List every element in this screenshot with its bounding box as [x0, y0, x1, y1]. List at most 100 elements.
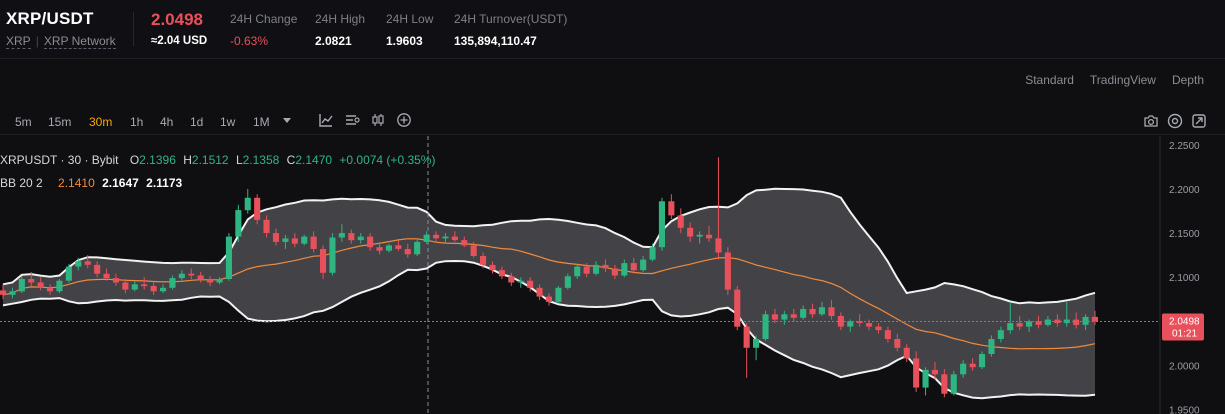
legend-change: +0.0074 (+0.35%) — [339, 153, 436, 167]
timeframe-15m[interactable]: 15m — [48, 115, 72, 129]
candle-body — [122, 282, 129, 290]
candle-body — [979, 354, 986, 368]
candle-body — [480, 256, 487, 265]
price-chart[interactable]: 2.25002.20002.15002.10002.05002.00001.95… — [0, 136, 1225, 414]
divider — [133, 12, 134, 46]
legend-title: XRPUSDT · 30 · Bybit — [0, 153, 119, 167]
legend-close-label: C — [286, 153, 296, 167]
candle-body — [743, 326, 750, 348]
timeframe-1d[interactable]: 1d — [190, 115, 204, 129]
candle-body — [762, 314, 769, 339]
candle-body — [310, 236, 317, 249]
stat-label: 24H Change — [230, 12, 298, 26]
fiat-price: ≈2.04 USD — [151, 35, 208, 47]
camera-icon[interactable] — [1142, 112, 1160, 130]
bb-middle-value: 2.1410 — [58, 176, 95, 190]
candle-body — [790, 314, 797, 318]
candle-body — [1016, 323, 1023, 327]
tab-standard[interactable]: Standard — [1025, 73, 1074, 87]
legend-open: 2.1396 — [139, 153, 176, 167]
candle-body — [931, 369, 938, 375]
candle-body — [272, 233, 279, 242]
legend-close: 2.1470 — [295, 153, 333, 167]
timeframe-4h[interactable]: 4h — [160, 115, 174, 129]
ticker-bar: XRP/USDT XRP | XRP Network 2.0498 ≈2.04 US… — [0, 0, 1225, 59]
candle-body — [527, 280, 534, 288]
chart-view-tabs: Standard TradingView Depth — [1025, 73, 1204, 87]
candle-body — [781, 314, 788, 320]
candle-body — [442, 236, 449, 239]
candle-body — [433, 234, 440, 239]
candle-body — [263, 219, 270, 233]
candles-icon[interactable] — [370, 112, 386, 128]
symbol-title[interactable]: XRP/USDT — [6, 9, 94, 28]
candle-body — [922, 369, 929, 388]
candle-body — [9, 291, 16, 295]
stat-24h-change: 24H Change -0.63% — [230, 12, 297, 48]
bollinger-middle-line — [2, 238, 1096, 350]
timeframe-5m[interactable]: 5m — [15, 115, 32, 129]
fullscreen-icon[interactable] — [1190, 112, 1208, 130]
candle-body — [84, 261, 91, 265]
candle-body — [545, 296, 552, 302]
last-price-tag-value: 2.0498 — [1169, 317, 1200, 328]
candle-body — [367, 236, 374, 248]
candle-body — [216, 279, 223, 283]
candle-body — [1082, 316, 1089, 325]
candle-body — [640, 259, 647, 271]
candle-body — [847, 321, 854, 327]
countdown-value: 01:21 — [1172, 329, 1197, 340]
candle-body — [461, 240, 468, 246]
candle-body — [404, 249, 411, 255]
price-tick-label: 2.2000 — [1169, 185, 1200, 196]
candle-body — [715, 238, 722, 253]
timeframe-1M[interactable]: 1M — [253, 115, 270, 129]
timeframe-1h[interactable]: 1h — [130, 115, 144, 129]
settings-icon[interactable] — [1166, 112, 1184, 130]
bb-label[interactable]: BB 20 2 — [0, 176, 43, 190]
candle-body — [395, 245, 402, 249]
tab-tradingview[interactable]: TradingView — [1089, 73, 1156, 87]
symbol-subtitle: XRP | XRP Network — [6, 34, 116, 49]
stat-label: 24H Turnover(USDT) — [454, 12, 568, 26]
candle-body — [1044, 319, 1051, 325]
candle-body — [37, 282, 44, 288]
candle-body — [301, 236, 308, 244]
candle-body — [1063, 319, 1070, 324]
candle-body — [103, 273, 110, 279]
stat-24h-high: 24H High 2.0821 — [315, 12, 365, 48]
stat-24h-turnover: 24H Turnover(USDT) 135,894,110.47 — [454, 12, 567, 48]
timeframe-1w[interactable]: 1w — [220, 115, 236, 129]
candle-body — [131, 284, 138, 290]
indicators-icon[interactable] — [344, 112, 360, 128]
timeframe-30m[interactable]: 30m — [89, 115, 113, 129]
caret-down-icon[interactable] — [279, 112, 295, 128]
candle-body — [517, 280, 524, 283]
candle-body — [141, 284, 148, 287]
base-asset-link[interactable]: XRP — [6, 34, 31, 49]
candle-body — [291, 238, 298, 244]
stat-value: 2.0821 — [315, 34, 352, 48]
candle-body — [894, 339, 901, 348]
candle-body — [0, 290, 6, 295]
candle-body — [828, 307, 835, 316]
candle-body — [800, 309, 807, 318]
candle-body — [1035, 321, 1042, 325]
line-chart-icon[interactable] — [318, 112, 334, 128]
candle-body — [320, 249, 327, 273]
add-icon[interactable] — [396, 112, 412, 128]
tab-depth[interactable]: Depth — [1171, 73, 1204, 87]
network-link[interactable]: XRP Network — [43, 34, 116, 49]
stat-value: 1.9603 — [386, 34, 423, 48]
candle-body — [414, 241, 421, 255]
candle-body — [254, 197, 261, 220]
stat-label: 24H Low — [386, 12, 434, 26]
last-price-tag: 2.0498 01:21 — [1162, 313, 1204, 341]
legend-open-label: O — [129, 153, 140, 167]
candle-body — [169, 278, 176, 288]
candle-body — [207, 279, 214, 283]
candle-body — [376, 247, 383, 251]
stat-value: 135,894,110.47 — [454, 34, 537, 48]
candle-body — [706, 234, 713, 239]
candle-body — [602, 264, 609, 269]
